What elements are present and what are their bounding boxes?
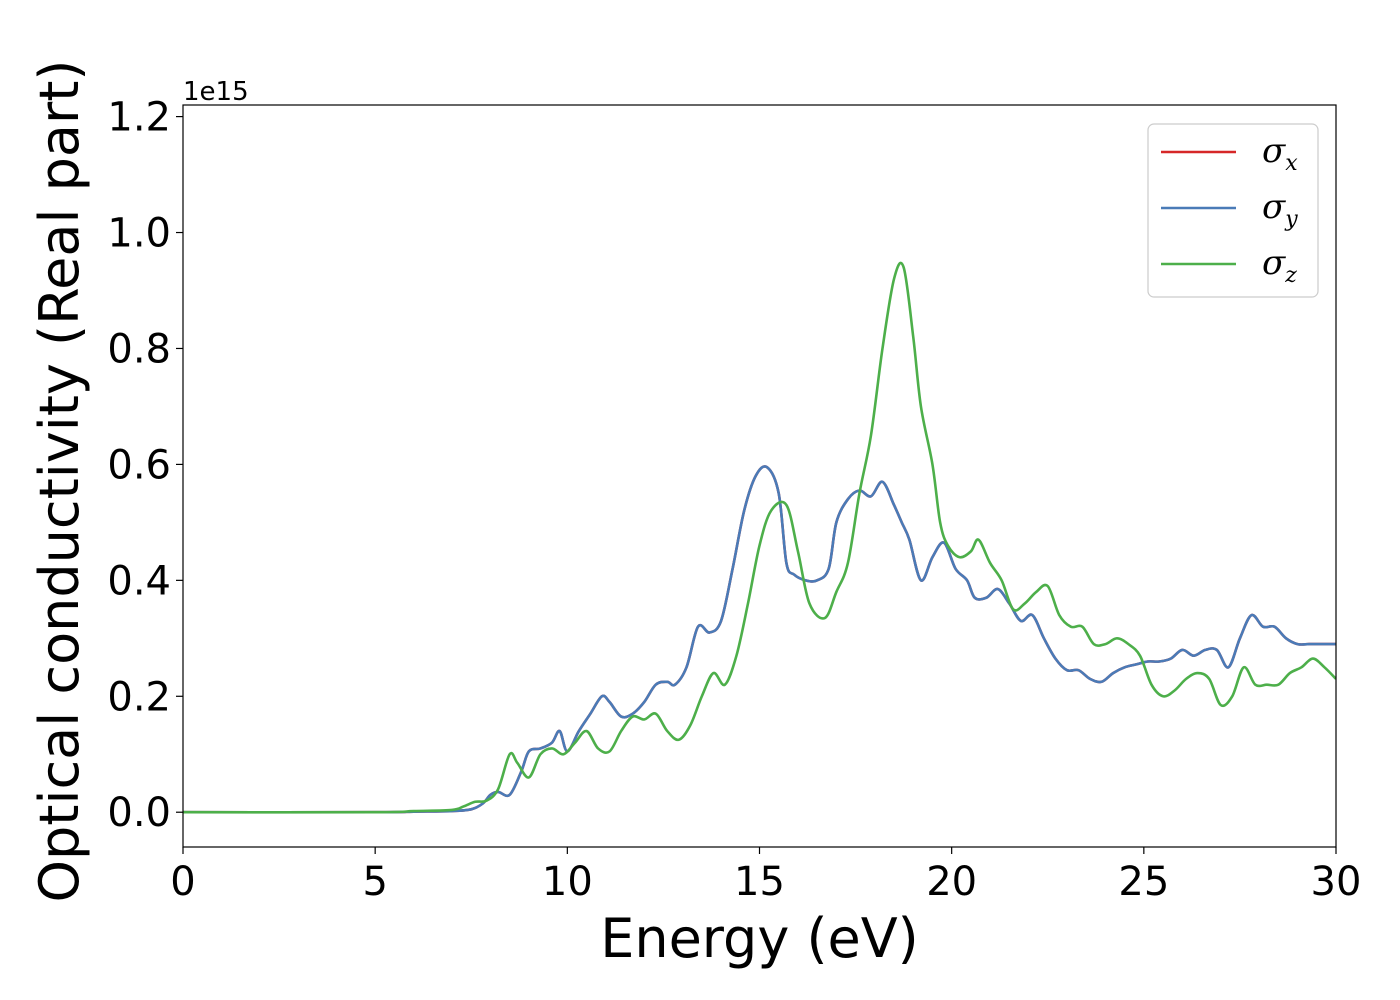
x-tick-label: 30: [1311, 859, 1362, 905]
x-axis-ticks: 0 5 10 15 20 25 30: [170, 847, 1361, 905]
y-axis-ticks: 0.0 0.2 0.4 0.6 0.8 1.0 1.2: [107, 95, 183, 836]
x-tick-label: 25: [1118, 859, 1169, 905]
series-line-x: [183, 465, 1336, 814]
y-tick-label: 0.8: [107, 326, 171, 372]
y-tick-label: 0.2: [107, 674, 171, 720]
x-axis-label: Energy (eV): [600, 907, 919, 970]
y-axis-offset-label: 1e15: [183, 77, 249, 107]
series-line-y: [183, 465, 1336, 814]
legend-label-z: σz: [1262, 243, 1297, 288]
legend-box: [1147, 123, 1319, 298]
x-tick-label: 5: [362, 859, 387, 905]
y-axis-label: Optical conductivity (Real part): [28, 60, 91, 903]
legend-label-x: σx: [1262, 131, 1298, 176]
series-line-z: [183, 261, 1336, 814]
x-tick-label: 10: [542, 859, 593, 905]
y-tick-label: 0.0: [107, 790, 171, 836]
y-tick-label: 0.6: [107, 442, 171, 488]
y-tick-label: 1.2: [107, 95, 171, 141]
y-tick-label: 1.0: [107, 211, 171, 257]
x-tick-label: 0: [170, 859, 195, 905]
legend-label-y: σy: [1262, 187, 1298, 232]
legend: σx σy σz: [1147, 123, 1319, 298]
x-tick-label: 20: [926, 859, 977, 905]
x-tick-label: 15: [734, 859, 785, 905]
plot-lines: [183, 261, 1336, 814]
y-tick-label: 0.4: [107, 558, 171, 604]
